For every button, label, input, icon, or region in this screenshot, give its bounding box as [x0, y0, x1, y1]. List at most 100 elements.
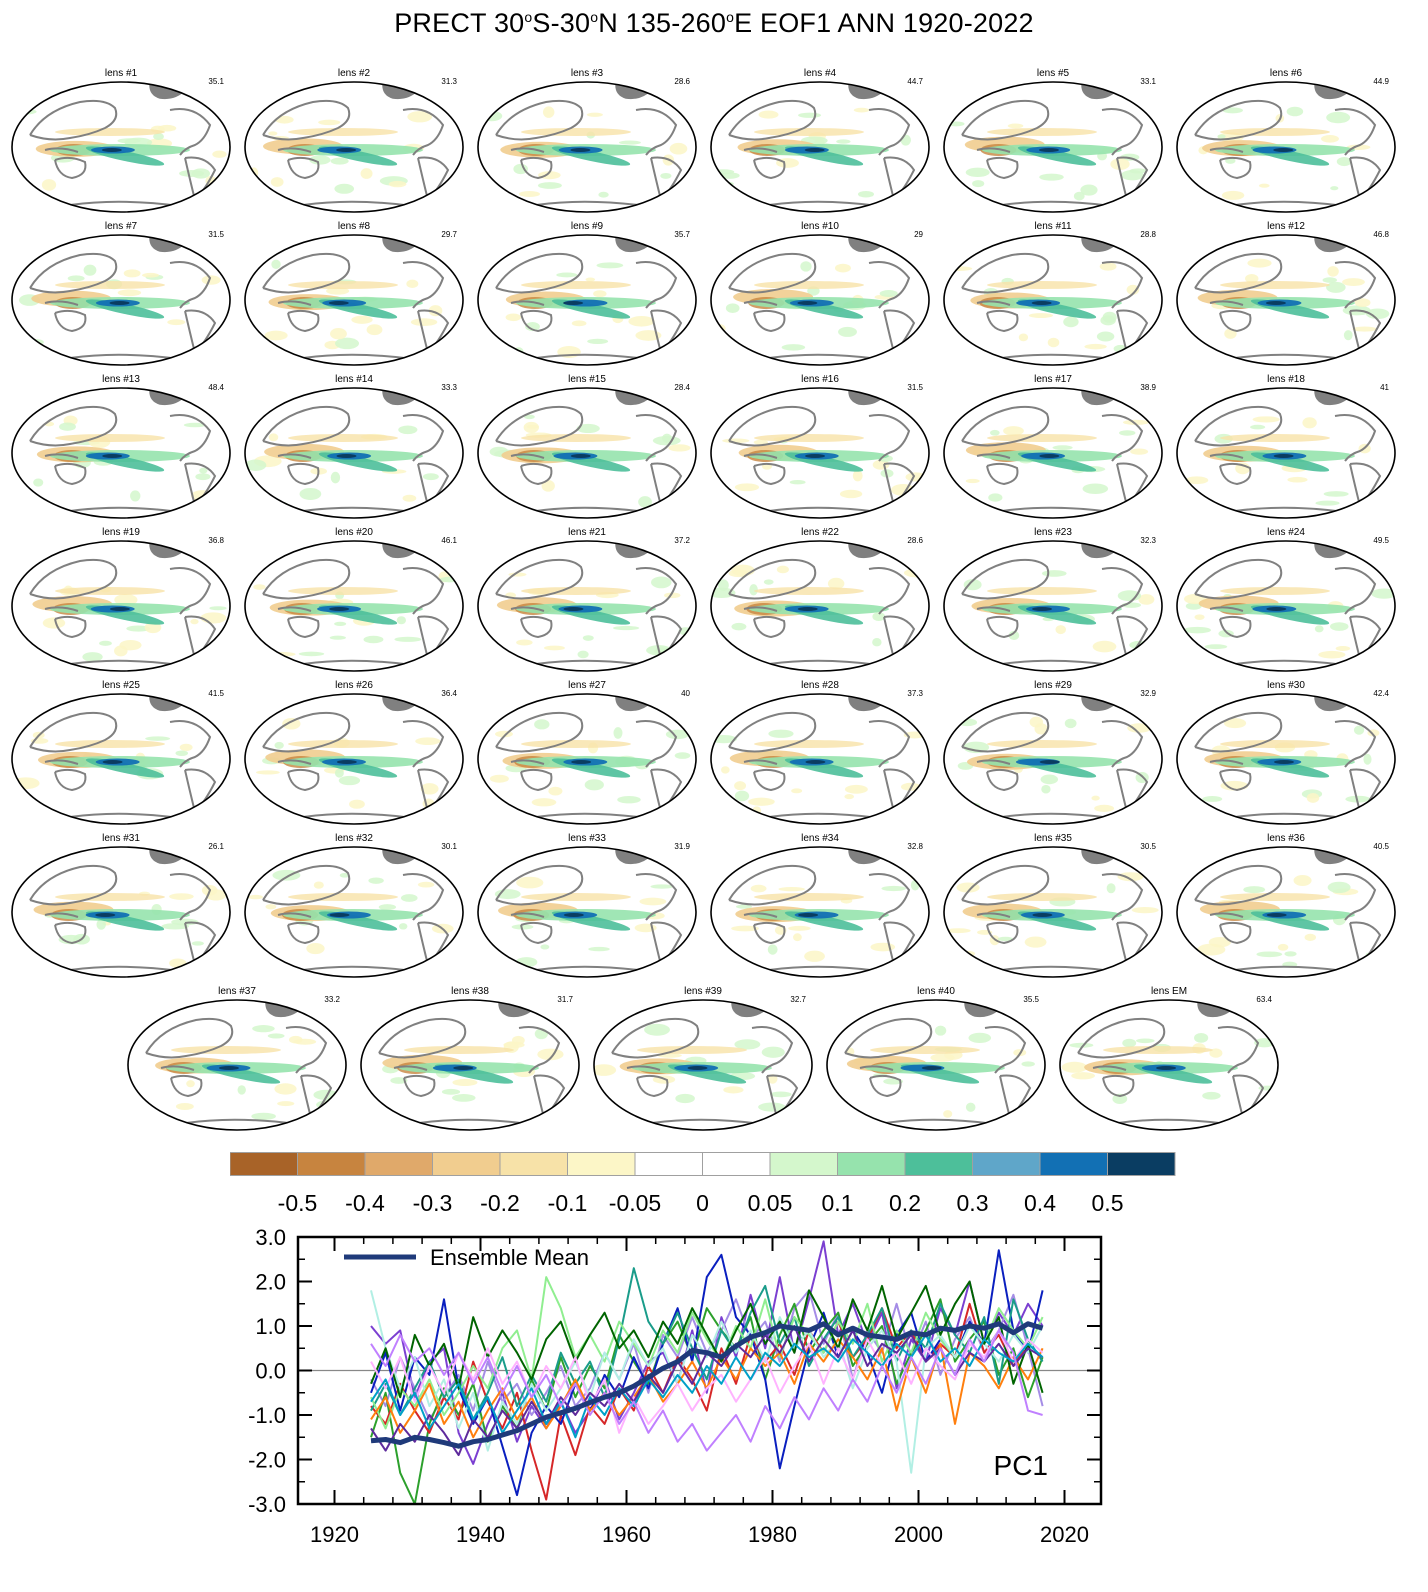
x-tick-label: 1940: [456, 1522, 505, 1547]
colorbar-swatch: [972, 1152, 1041, 1176]
colorbar-swatch: [297, 1152, 366, 1176]
map-panel: lens #2 31.3: [243, 69, 465, 216]
map-ellipse: [244, 846, 464, 978]
panel-label: lens #37: [218, 986, 256, 997]
panel-label: lens #21: [568, 527, 606, 538]
panel-label: lens #10: [801, 221, 839, 232]
panel-variance: 36.4: [441, 689, 457, 698]
colorbar-label: -0.4: [345, 1190, 385, 1216]
panel-variance: 42.4: [1373, 689, 1389, 698]
colorbar-label: -0.3: [412, 1190, 453, 1216]
map-panel: lens EM 63.4: [1058, 987, 1280, 1134]
panel-label: lens #11: [1034, 221, 1072, 232]
map-ellipse: [1176, 234, 1396, 366]
panel-variance: 31.5: [907, 383, 923, 392]
map-panel: lens #21 37.2: [476, 528, 698, 675]
map-panel: lens #30 42.4: [1175, 681, 1397, 828]
map-ellipse: [477, 387, 697, 519]
panel-variance: 48.4: [208, 383, 224, 392]
map-ellipse: [477, 846, 697, 978]
panel-label: lens #27: [568, 680, 606, 691]
panel-label: lens #28: [801, 680, 839, 691]
map-panel: lens #40 35.5: [825, 987, 1047, 1134]
map-ellipse: [11, 846, 231, 978]
map-panel: lens #31 26.1: [10, 834, 232, 981]
map-panel: lens #9 35.7: [476, 222, 698, 369]
series-member: [370, 1329, 1043, 1452]
map-panel: lens #20 46.1: [243, 528, 465, 675]
map-ellipse: [244, 387, 464, 519]
map-ellipse: [11, 387, 231, 519]
panel-label: lens #33: [568, 833, 606, 844]
panel-label: lens #8: [337, 221, 371, 232]
map-ellipse: [943, 387, 1163, 519]
colorbar-label: 0.1: [821, 1190, 854, 1216]
map-panel: lens #27 40: [476, 681, 698, 828]
map-panel: lens #16 31.5: [709, 375, 931, 522]
map-panel: lens #23 32.3: [942, 528, 1164, 675]
panel-variance: 35.5: [1023, 995, 1039, 1004]
series-member: [370, 1333, 1044, 1439]
map-panel: lens #3 28.6: [476, 69, 698, 216]
colorbar-label: 0.5: [1091, 1190, 1124, 1216]
panel-label: lens #9: [570, 221, 604, 232]
panel-variance: 41: [1380, 383, 1389, 392]
map-ellipse: [360, 999, 580, 1131]
panel-label: lens #13: [102, 374, 140, 385]
colorbar-swatch: [634, 1152, 703, 1176]
map-ellipse: [943, 234, 1163, 366]
colorbar: [230, 1152, 1176, 1176]
map-ellipse: [710, 81, 930, 213]
panel-label: lens #4: [803, 68, 837, 79]
y-tick-label: -2.0: [248, 1448, 286, 1473]
panel-variance: 29: [914, 230, 923, 239]
map-ellipse: [593, 999, 813, 1131]
y-tick-label: 2.0: [255, 1270, 286, 1295]
panel-variance: 46.1: [441, 536, 457, 545]
map-ellipse: [244, 81, 464, 213]
map-ellipse: [943, 693, 1163, 825]
panel-variance: 28.4: [674, 383, 690, 392]
map-ellipse: [477, 81, 697, 213]
panel-variance: 30.5: [1140, 842, 1156, 851]
map-ellipse: [244, 693, 464, 825]
x-tick-label: 2000: [894, 1522, 943, 1547]
colorbar-label: -0.05: [608, 1190, 662, 1216]
panel-variance: 49.5: [1373, 536, 1389, 545]
panel-label: lens #40: [917, 986, 955, 997]
series-ensemble-mean: [370, 1321, 1044, 1449]
map-panel: lens #8 29.7: [243, 222, 465, 369]
panel-variance: 35.7: [674, 230, 690, 239]
map-ellipse: [943, 81, 1163, 213]
y-tick-label: -1.0: [248, 1403, 286, 1428]
map-ellipse: [826, 999, 1046, 1131]
panel-variance: 31.3: [441, 77, 457, 86]
y-tick-label: 3.0: [255, 1225, 286, 1250]
map-panel: lens #35 30.5: [942, 834, 1164, 981]
panel-variance: 28.6: [907, 536, 923, 545]
panel-variance: 32.8: [907, 842, 923, 851]
map-ellipse: [710, 846, 930, 978]
map-panel: lens #24 49.5: [1175, 528, 1397, 675]
map-panel: lens #17 38.9: [942, 375, 1164, 522]
map-panel: lens #19 36.8: [10, 528, 232, 675]
map-ellipse: [477, 540, 697, 672]
map-panel: lens #34 32.8: [709, 834, 931, 981]
colorbar-label: -0.1: [547, 1190, 588, 1216]
panel-label: lens #23: [1034, 527, 1072, 538]
panel-label: lens #5: [1036, 68, 1070, 79]
x-tick-label: 2020: [1040, 1522, 1089, 1547]
panel-label: lens #39: [684, 986, 722, 997]
map-ellipse: [11, 234, 231, 366]
colorbar-swatch: [904, 1152, 973, 1176]
map-ellipse: [1176, 846, 1396, 978]
panel-variance: 26.1: [208, 842, 224, 851]
y-tick-label: 1.0: [255, 1314, 286, 1339]
map-ellipse: [477, 234, 697, 366]
series-member: [370, 1276, 1044, 1430]
pc1-timeseries-chart: 1920 1940 1960 1980 2000 2020 3.0 2.0 1.0 0.0 -1.0…: [248, 1225, 1103, 1547]
map-ellipse: [710, 540, 930, 672]
colorbar-swatch: [432, 1152, 501, 1176]
panel-label: lens #14: [335, 374, 373, 385]
panel-label: lens #12: [1267, 221, 1305, 232]
